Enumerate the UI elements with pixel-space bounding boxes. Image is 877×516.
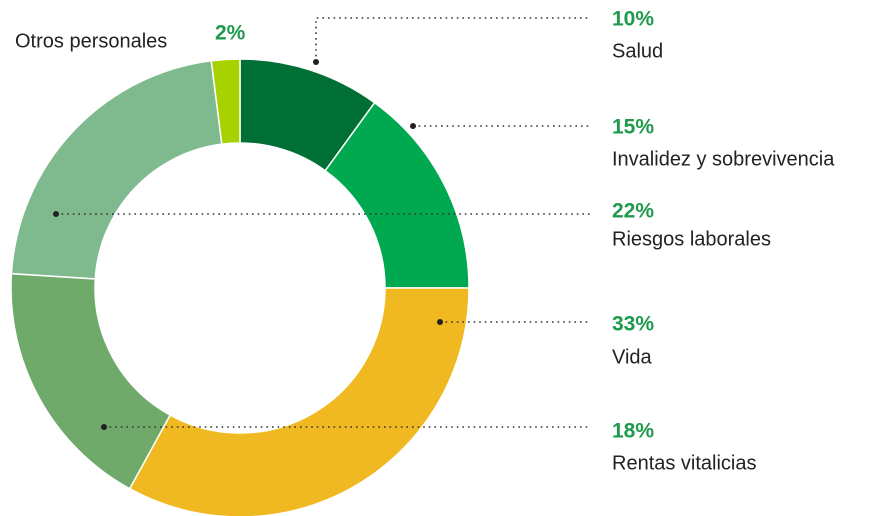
category-label: Salud	[612, 40, 663, 62]
leader-dot	[437, 319, 443, 325]
slice	[210, 58, 241, 145]
slice	[10, 59, 223, 280]
value-label: 22%	[612, 200, 654, 223]
category-label: Rentas vitalicias	[612, 452, 757, 474]
slice	[128, 287, 470, 516]
category-label: Vida	[612, 346, 653, 368]
category-label: Riesgos laborales	[612, 228, 771, 250]
category-label: Invalidez y sobrevivencia	[612, 148, 835, 170]
slice	[10, 272, 172, 490]
value-label: 15%	[612, 116, 654, 139]
leader-line	[315, 17, 590, 62]
leader-dot	[101, 424, 107, 430]
value-label: 2%	[215, 22, 246, 45]
value-label: 33%	[612, 313, 654, 336]
leader-dot	[53, 211, 59, 217]
leader-dot	[410, 123, 416, 129]
category-label: Otros personales	[15, 30, 167, 52]
value-label: 18%	[612, 420, 654, 443]
value-label: 10%	[612, 8, 654, 31]
leader-dot	[313, 59, 319, 65]
